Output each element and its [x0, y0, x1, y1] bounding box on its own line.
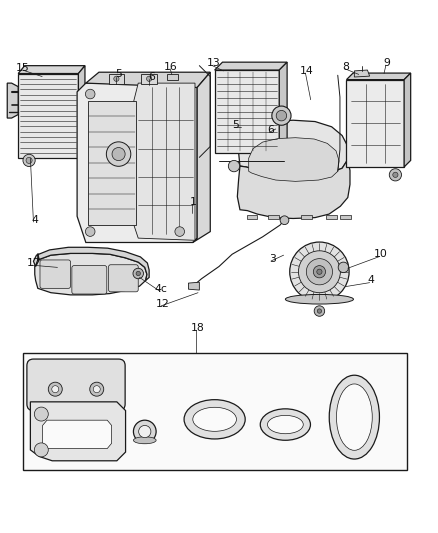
Polygon shape — [166, 74, 177, 80]
Circle shape — [48, 382, 62, 396]
Text: 3: 3 — [269, 254, 276, 264]
Text: 10: 10 — [374, 249, 388, 259]
Text: 4c: 4c — [155, 284, 168, 294]
Polygon shape — [237, 159, 350, 219]
Circle shape — [175, 227, 184, 236]
Circle shape — [389, 169, 402, 181]
Text: 4: 4 — [31, 215, 38, 225]
Circle shape — [317, 309, 321, 313]
Circle shape — [306, 259, 332, 285]
Polygon shape — [35, 253, 147, 295]
Polygon shape — [346, 73, 411, 79]
Ellipse shape — [286, 294, 353, 304]
Circle shape — [52, 386, 59, 393]
Polygon shape — [86, 72, 210, 87]
Polygon shape — [404, 73, 411, 167]
Circle shape — [112, 148, 125, 160]
Text: 14: 14 — [300, 66, 313, 76]
Text: 5: 5 — [232, 119, 239, 130]
Circle shape — [139, 425, 151, 438]
Polygon shape — [193, 72, 210, 243]
Circle shape — [298, 251, 340, 293]
Polygon shape — [215, 62, 287, 70]
Circle shape — [290, 242, 349, 302]
Circle shape — [134, 420, 156, 443]
Circle shape — [228, 160, 240, 172]
Polygon shape — [340, 215, 351, 220]
Polygon shape — [215, 70, 279, 153]
Polygon shape — [33, 247, 149, 280]
Circle shape — [393, 172, 398, 177]
Polygon shape — [77, 83, 197, 243]
Polygon shape — [33, 404, 119, 408]
Text: 6: 6 — [267, 125, 274, 135]
FancyBboxPatch shape — [27, 359, 125, 410]
Polygon shape — [7, 83, 18, 118]
Text: 4: 4 — [367, 276, 374, 286]
Ellipse shape — [268, 415, 303, 434]
Polygon shape — [42, 420, 112, 449]
Circle shape — [106, 142, 131, 166]
Ellipse shape — [193, 407, 237, 431]
Text: 6: 6 — [148, 71, 155, 82]
Circle shape — [276, 110, 287, 121]
Polygon shape — [109, 74, 124, 84]
Circle shape — [313, 265, 325, 278]
Polygon shape — [326, 215, 337, 220]
Circle shape — [34, 407, 48, 421]
FancyBboxPatch shape — [22, 352, 407, 470]
Circle shape — [314, 306, 325, 316]
Circle shape — [133, 268, 144, 279]
Polygon shape — [239, 120, 348, 175]
Polygon shape — [88, 101, 136, 225]
Ellipse shape — [134, 437, 156, 444]
Text: 18: 18 — [190, 322, 204, 333]
Text: 1: 1 — [189, 197, 196, 207]
Ellipse shape — [329, 375, 379, 459]
Circle shape — [93, 386, 100, 393]
Polygon shape — [134, 83, 195, 240]
Circle shape — [114, 76, 119, 82]
Circle shape — [90, 382, 104, 396]
Polygon shape — [247, 215, 257, 220]
Circle shape — [147, 76, 152, 82]
Polygon shape — [141, 74, 157, 84]
Circle shape — [23, 154, 35, 166]
Circle shape — [272, 106, 291, 125]
Text: 8: 8 — [342, 61, 349, 71]
Polygon shape — [18, 66, 85, 74]
Circle shape — [26, 157, 32, 164]
Text: 17: 17 — [27, 258, 40, 268]
Polygon shape — [279, 62, 287, 153]
Circle shape — [136, 271, 141, 276]
FancyBboxPatch shape — [40, 260, 71, 288]
Ellipse shape — [184, 400, 245, 439]
Text: 13: 13 — [207, 59, 221, 68]
Circle shape — [280, 216, 289, 224]
Polygon shape — [354, 70, 370, 77]
Polygon shape — [30, 402, 126, 461]
Polygon shape — [346, 79, 404, 167]
Polygon shape — [301, 215, 311, 220]
Circle shape — [85, 227, 95, 236]
Polygon shape — [78, 66, 85, 158]
Ellipse shape — [260, 409, 311, 440]
Text: 5: 5 — [115, 69, 122, 79]
Text: 15: 15 — [16, 63, 29, 73]
Circle shape — [317, 269, 322, 274]
Text: 9: 9 — [384, 59, 391, 68]
Circle shape — [338, 262, 349, 272]
FancyBboxPatch shape — [109, 265, 138, 292]
Polygon shape — [249, 138, 339, 181]
Text: 12: 12 — [156, 298, 170, 309]
Polygon shape — [268, 215, 279, 220]
Circle shape — [34, 443, 48, 457]
FancyBboxPatch shape — [72, 265, 107, 294]
Text: 16: 16 — [164, 61, 178, 71]
Circle shape — [85, 89, 95, 99]
Polygon shape — [188, 282, 199, 290]
Ellipse shape — [336, 384, 372, 450]
Polygon shape — [18, 74, 78, 158]
